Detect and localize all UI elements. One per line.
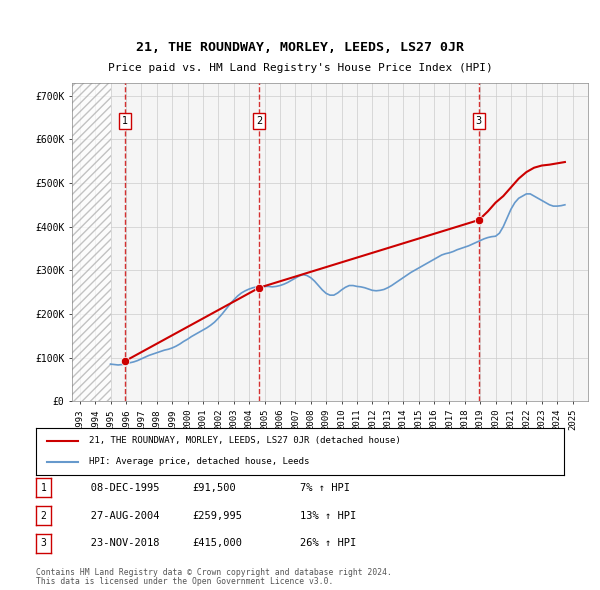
Text: 26% ↑ HPI: 26% ↑ HPI	[300, 539, 356, 548]
Text: 2: 2	[256, 116, 262, 126]
Text: £91,500: £91,500	[192, 483, 236, 493]
Text: 13% ↑ HPI: 13% ↑ HPI	[300, 511, 356, 520]
Text: £259,995: £259,995	[192, 511, 242, 520]
Text: This data is licensed under the Open Government Licence v3.0.: This data is licensed under the Open Gov…	[36, 577, 334, 586]
Text: HPI: Average price, detached house, Leeds: HPI: Average price, detached house, Leed…	[89, 457, 309, 466]
Text: 3: 3	[41, 539, 46, 548]
Bar	[72, 83, 110, 401]
Text: Contains HM Land Registry data © Crown copyright and database right 2024.: Contains HM Land Registry data © Crown c…	[36, 568, 392, 577]
Text: 21, THE ROUNDWAY, MORLEY, LEEDS, LS27 0JR (detached house): 21, THE ROUNDWAY, MORLEY, LEEDS, LS27 0J…	[89, 437, 401, 445]
Text: 3: 3	[476, 116, 482, 126]
Text: 1: 1	[122, 116, 128, 126]
Text: Price paid vs. HM Land Registry's House Price Index (HPI): Price paid vs. HM Land Registry's House …	[107, 63, 493, 73]
Text: 1: 1	[41, 483, 46, 493]
Text: 7% ↑ HPI: 7% ↑ HPI	[300, 483, 350, 493]
Text: £415,000: £415,000	[192, 539, 242, 548]
Text: 08-DEC-1995: 08-DEC-1995	[72, 483, 160, 493]
Text: 21, THE ROUNDWAY, MORLEY, LEEDS, LS27 0JR: 21, THE ROUNDWAY, MORLEY, LEEDS, LS27 0J…	[136, 41, 464, 54]
Text: 2: 2	[41, 511, 46, 520]
Text: 27-AUG-2004: 27-AUG-2004	[72, 511, 160, 520]
Text: 23-NOV-2018: 23-NOV-2018	[72, 539, 160, 548]
